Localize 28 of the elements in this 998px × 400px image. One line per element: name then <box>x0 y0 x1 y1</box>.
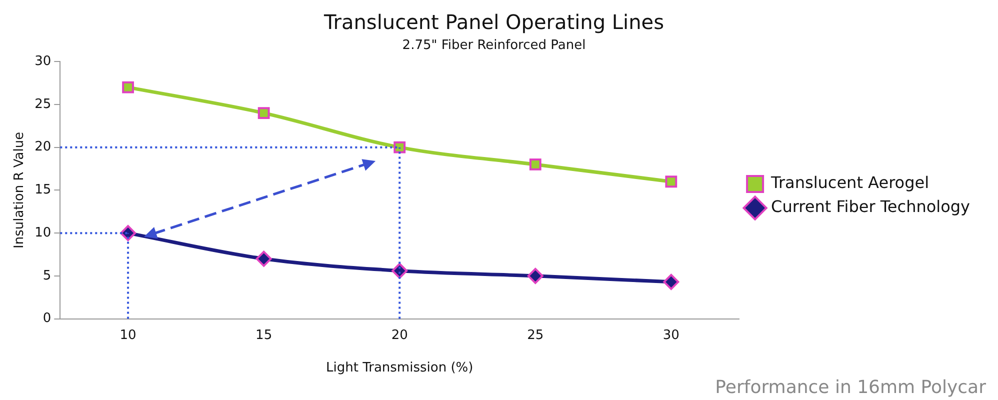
y-tick-label: 20 <box>34 140 52 155</box>
y-tick-label: 30 <box>34 54 52 69</box>
point <box>663 274 680 290</box>
point <box>529 158 542 170</box>
y-tick-label: 0 <box>42 311 52 326</box>
point <box>122 81 134 94</box>
point <box>665 176 678 188</box>
text: Performance in 16mm Polycar <box>715 377 986 398</box>
point <box>527 268 544 284</box>
chart-subtitle: 2.75" Fiber Reinforced Panel <box>402 38 586 54</box>
legend-label: Current Fiber Technology <box>771 197 970 216</box>
y-tick-label: 10 <box>34 225 52 240</box>
legend-label: Translucent Aerogel <box>770 173 930 192</box>
x-tick-label: 20 <box>391 328 408 343</box>
x-tick-label: 25 <box>527 328 544 343</box>
x-tick-label: 15 <box>256 328 272 343</box>
x-tick-label: 30 <box>662 328 680 343</box>
x-tick-label: 10 <box>120 328 136 343</box>
point <box>258 107 270 119</box>
y-tick-label: 25 <box>34 96 52 112</box>
y-axis-title: Insulation R Value <box>12 132 28 248</box>
x-axis-title: Light Transmission (%) <box>326 360 474 376</box>
chart-title: Translucent Panel Operating Lines <box>322 10 664 34</box>
point <box>256 250 272 267</box>
point <box>394 141 406 154</box>
point <box>392 262 408 279</box>
y-tick-label: 15 <box>34 182 52 198</box>
y-tick-label: 5 <box>42 268 52 284</box>
